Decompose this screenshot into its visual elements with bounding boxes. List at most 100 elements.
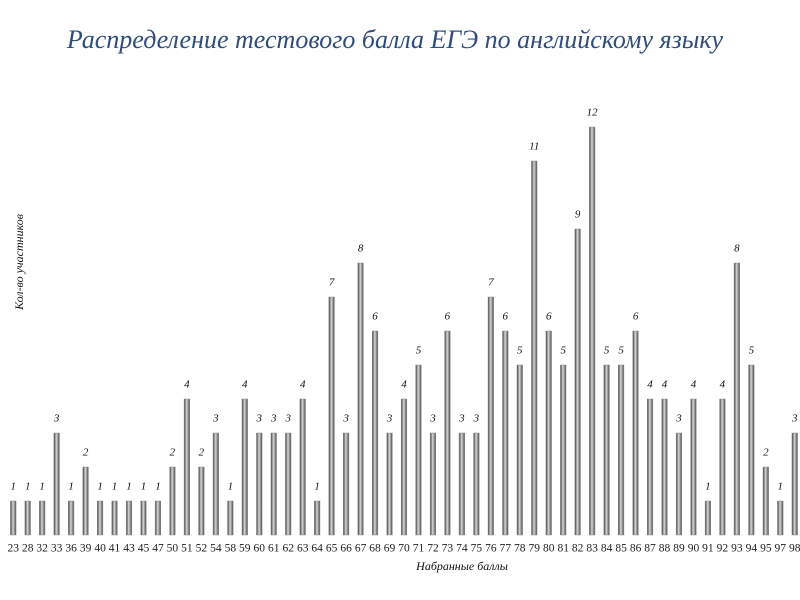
bar	[589, 126, 596, 536]
x-tick-label: 51	[181, 543, 193, 555]
value-label: 6	[503, 311, 509, 323]
value-label: 3	[386, 413, 393, 425]
value-label: 4	[184, 379, 190, 391]
value-label: 5	[416, 345, 422, 357]
x-tick-label: 79	[529, 543, 541, 555]
bar	[502, 330, 509, 536]
x-tick-label: 65	[326, 543, 338, 555]
x-tick-label: 45	[138, 543, 150, 555]
x-tick-label: 74	[456, 543, 468, 555]
value-label: 1	[155, 481, 161, 493]
bar	[68, 500, 75, 536]
x-tick-label: 40	[94, 543, 106, 555]
value-label: 1	[68, 481, 74, 493]
bar	[400, 398, 408, 536]
bar	[748, 364, 755, 536]
value-label: 2	[199, 447, 205, 459]
x-tick-label: 87	[644, 543, 656, 555]
value-label: 5	[517, 345, 523, 357]
x-tick-label: 92	[717, 543, 729, 555]
bar	[314, 500, 321, 536]
bar	[516, 364, 523, 536]
value-label: 3	[791, 413, 798, 425]
bar	[762, 466, 769, 536]
bar	[140, 500, 147, 536]
bar	[10, 500, 17, 536]
value-label: 6	[633, 311, 639, 323]
x-tick-label: 69	[384, 543, 396, 555]
x-tick-label: 59	[239, 543, 251, 555]
value-label: 7	[488, 277, 494, 289]
x-tick-label: 83	[586, 543, 598, 555]
x-tick-label: 80	[543, 543, 555, 555]
x-tick-label: 64	[311, 543, 323, 555]
bar	[719, 398, 726, 536]
value-label: 6	[372, 311, 378, 323]
bar	[675, 432, 683, 536]
value-label: 4	[720, 379, 726, 391]
bar	[53, 432, 60, 536]
bar	[574, 228, 581, 536]
bar	[415, 364, 422, 536]
bar	[299, 398, 306, 536]
bar	[328, 296, 335, 536]
value-label: 8	[358, 243, 364, 255]
value-label: 1	[126, 481, 132, 493]
x-tick-label: 85	[615, 543, 627, 555]
value-label: 2	[170, 447, 176, 459]
bar	[111, 500, 118, 536]
y-axis-title: Кол-во участников	[12, 214, 26, 311]
x-tick-label: 62	[282, 543, 294, 555]
value-label: 4	[662, 379, 668, 391]
x-axis-title: Набранные баллы	[415, 559, 508, 573]
bar	[183, 398, 190, 536]
bar	[256, 432, 263, 536]
value-label: 4	[300, 379, 306, 391]
bar	[444, 330, 451, 536]
bar	[473, 432, 480, 536]
x-tick-label: 28	[22, 543, 34, 555]
value-label: 3	[270, 413, 277, 425]
value-label: 1	[25, 481, 31, 493]
x-tick-label: 73	[442, 543, 454, 555]
x-tick-label: 68	[369, 543, 381, 555]
x-tick-label: 78	[514, 543, 526, 555]
x-tick-label: 98	[789, 543, 800, 555]
value-label: 2	[763, 447, 769, 459]
bar	[82, 466, 89, 536]
x-tick-label: 90	[688, 543, 700, 555]
value-label: 4	[401, 379, 407, 391]
bar	[777, 500, 784, 536]
bar	[270, 432, 277, 536]
x-tick-label: 89	[673, 543, 685, 555]
value-label: 12	[587, 107, 599, 119]
value-label: 7	[329, 277, 335, 289]
value-label: 4	[647, 379, 653, 391]
x-tick-label: 61	[268, 543, 280, 555]
x-tick-label: 52	[196, 543, 208, 555]
value-label: 1	[97, 481, 103, 493]
value-label: 5	[604, 345, 610, 357]
bar	[386, 432, 393, 536]
value-label: 1	[39, 481, 45, 493]
bar	[212, 432, 219, 536]
bar	[791, 432, 798, 536]
bar	[487, 296, 494, 536]
bar	[372, 330, 379, 536]
bar	[646, 398, 654, 536]
value-label: 3	[256, 413, 263, 425]
bar	[125, 500, 133, 536]
value-label: 5	[749, 345, 755, 357]
x-tick-label: 86	[630, 543, 642, 555]
bar	[169, 466, 176, 536]
chart-title: Распределение тестового балла ЕГЭ по анг…	[66, 25, 724, 54]
x-tick-label: 43	[123, 543, 135, 555]
x-tick-label: 76	[485, 543, 497, 555]
value-label: 9	[575, 209, 581, 221]
x-tick-label: 91	[702, 543, 714, 555]
bar	[632, 330, 639, 536]
x-tick-label: 88	[659, 543, 671, 555]
bar	[733, 262, 740, 536]
bar	[39, 500, 46, 536]
